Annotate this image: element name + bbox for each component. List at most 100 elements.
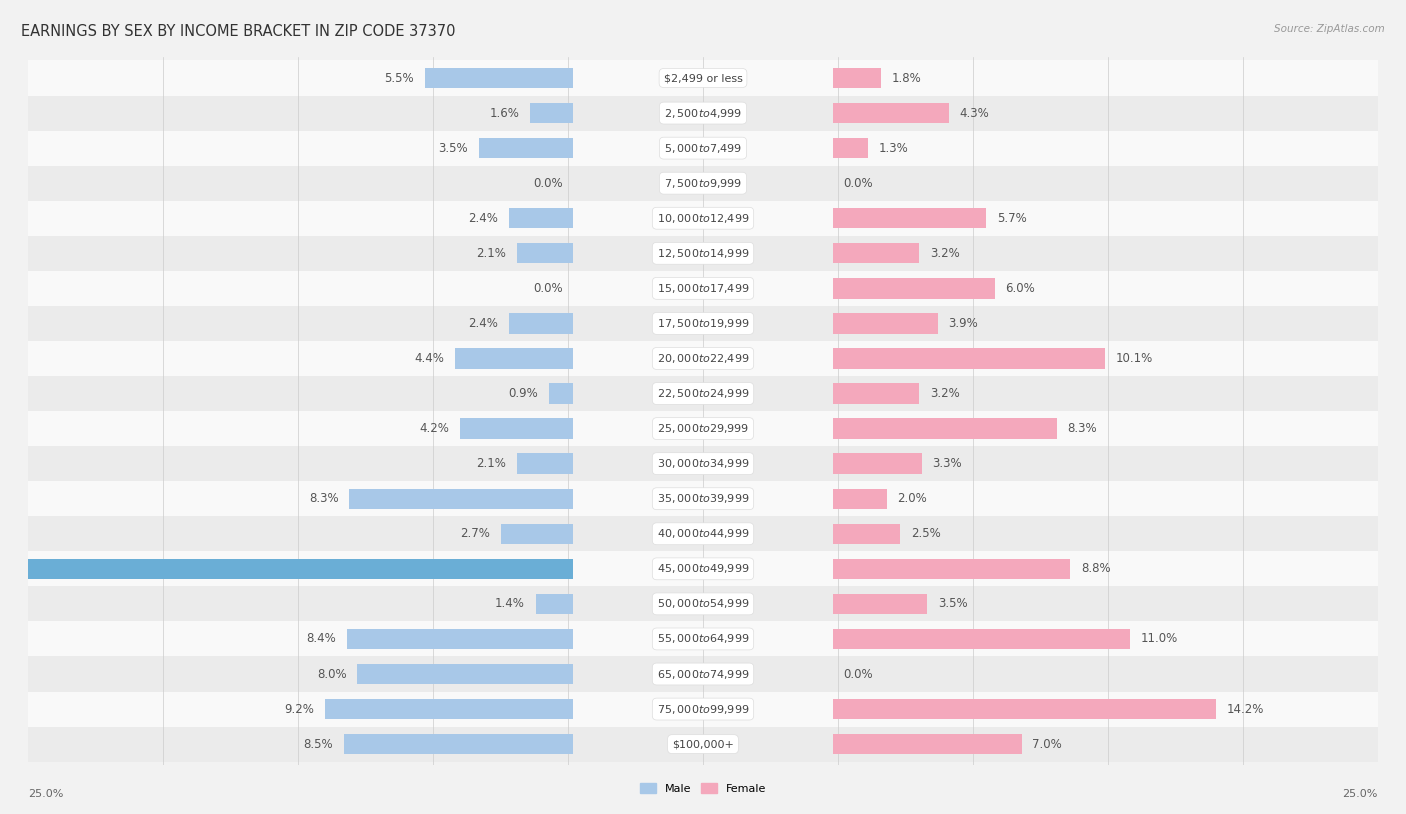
Bar: [832, 243, 920, 264]
Text: $40,000 to $44,999: $40,000 to $44,999: [657, 527, 749, 540]
Bar: [425, 68, 574, 88]
Text: $2,499 or less: $2,499 or less: [664, 73, 742, 83]
Bar: [832, 593, 927, 614]
Text: 8.5%: 8.5%: [304, 737, 333, 751]
Text: 5.5%: 5.5%: [384, 72, 415, 85]
Text: 4.3%: 4.3%: [959, 107, 990, 120]
Text: 25.0%: 25.0%: [28, 789, 63, 799]
Text: $22,500 to $24,999: $22,500 to $24,999: [657, 387, 749, 400]
Text: 0.0%: 0.0%: [533, 177, 562, 190]
Text: 25.0%: 25.0%: [1343, 789, 1378, 799]
Text: $55,000 to $64,999: $55,000 to $64,999: [657, 632, 749, 646]
Bar: [28, 271, 1378, 306]
Bar: [28, 166, 1378, 201]
Text: 8.4%: 8.4%: [307, 632, 336, 646]
Text: 2.4%: 2.4%: [468, 317, 498, 330]
Text: 8.0%: 8.0%: [316, 667, 347, 681]
Bar: [509, 313, 574, 334]
Bar: [347, 628, 574, 649]
Bar: [550, 383, 574, 404]
Bar: [349, 488, 574, 509]
Bar: [28, 727, 1378, 762]
Bar: [832, 383, 920, 404]
Text: $2,500 to $4,999: $2,500 to $4,999: [664, 107, 742, 120]
Text: 9.2%: 9.2%: [284, 702, 315, 716]
Text: $5,000 to $7,499: $5,000 to $7,499: [664, 142, 742, 155]
Text: 0.0%: 0.0%: [844, 667, 873, 681]
Bar: [501, 523, 574, 544]
Text: 1.4%: 1.4%: [495, 597, 524, 610]
Bar: [832, 68, 882, 88]
Bar: [325, 699, 574, 720]
Text: $65,000 to $74,999: $65,000 to $74,999: [657, 667, 749, 681]
Bar: [832, 418, 1057, 439]
Text: 2.0%: 2.0%: [897, 492, 927, 505]
Bar: [832, 138, 868, 158]
Text: 3.2%: 3.2%: [929, 387, 959, 400]
Text: 4.4%: 4.4%: [413, 352, 444, 365]
Text: 3.2%: 3.2%: [929, 247, 959, 260]
Text: 3.3%: 3.3%: [932, 457, 962, 470]
Text: EARNINGS BY SEX BY INCOME BRACKET IN ZIP CODE 37370: EARNINGS BY SEX BY INCOME BRACKET IN ZIP…: [21, 24, 456, 39]
Text: 6.0%: 6.0%: [1005, 282, 1035, 295]
Text: $15,000 to $17,499: $15,000 to $17,499: [657, 282, 749, 295]
Text: 8.3%: 8.3%: [1067, 422, 1097, 435]
Bar: [832, 348, 1105, 369]
Bar: [28, 621, 1378, 656]
Text: 1.6%: 1.6%: [489, 107, 519, 120]
Text: $20,000 to $22,499: $20,000 to $22,499: [657, 352, 749, 365]
Bar: [28, 551, 1378, 586]
Text: 3.5%: 3.5%: [938, 597, 967, 610]
Text: 8.3%: 8.3%: [309, 492, 339, 505]
Text: 7.0%: 7.0%: [1032, 737, 1062, 751]
Bar: [28, 692, 1378, 727]
Bar: [509, 208, 574, 229]
Text: $12,500 to $14,999: $12,500 to $14,999: [657, 247, 749, 260]
Text: 5.7%: 5.7%: [997, 212, 1026, 225]
Text: $35,000 to $39,999: $35,000 to $39,999: [657, 492, 749, 505]
Text: 3.9%: 3.9%: [949, 317, 979, 330]
Bar: [28, 60, 1378, 95]
Bar: [832, 523, 900, 544]
Bar: [460, 418, 574, 439]
Bar: [832, 699, 1216, 720]
Bar: [28, 481, 1378, 516]
Bar: [28, 376, 1378, 411]
Text: 0.0%: 0.0%: [533, 282, 562, 295]
Text: 2.1%: 2.1%: [477, 247, 506, 260]
Text: $50,000 to $54,999: $50,000 to $54,999: [657, 597, 749, 610]
Bar: [454, 348, 574, 369]
Legend: Male, Female: Male, Female: [636, 779, 770, 799]
Text: 14.2%: 14.2%: [1226, 702, 1264, 716]
Bar: [517, 453, 574, 474]
Text: $30,000 to $34,999: $30,000 to $34,999: [657, 457, 749, 470]
Bar: [832, 628, 1129, 649]
Bar: [28, 236, 1378, 271]
Text: 2.5%: 2.5%: [911, 527, 941, 540]
Bar: [832, 488, 887, 509]
Text: 10.1%: 10.1%: [1116, 352, 1153, 365]
Bar: [479, 138, 574, 158]
Text: $17,500 to $19,999: $17,500 to $19,999: [657, 317, 749, 330]
Bar: [832, 278, 994, 299]
Bar: [832, 103, 949, 123]
Bar: [832, 558, 1070, 579]
Text: $75,000 to $99,999: $75,000 to $99,999: [657, 702, 749, 716]
Bar: [536, 593, 574, 614]
Bar: [28, 95, 1378, 130]
Text: 1.3%: 1.3%: [879, 142, 908, 155]
Bar: [357, 664, 574, 685]
Bar: [344, 734, 574, 755]
Text: $25,000 to $29,999: $25,000 to $29,999: [657, 422, 749, 435]
Text: $100,000+: $100,000+: [672, 739, 734, 749]
Text: Source: ZipAtlas.com: Source: ZipAtlas.com: [1274, 24, 1385, 34]
Bar: [832, 208, 987, 229]
Bar: [28, 130, 1378, 166]
Bar: [28, 586, 1378, 621]
Text: 4.2%: 4.2%: [419, 422, 450, 435]
Bar: [530, 103, 574, 123]
Bar: [28, 656, 1378, 692]
Bar: [517, 243, 574, 264]
Text: 11.0%: 11.0%: [1140, 632, 1178, 646]
Bar: [832, 453, 922, 474]
